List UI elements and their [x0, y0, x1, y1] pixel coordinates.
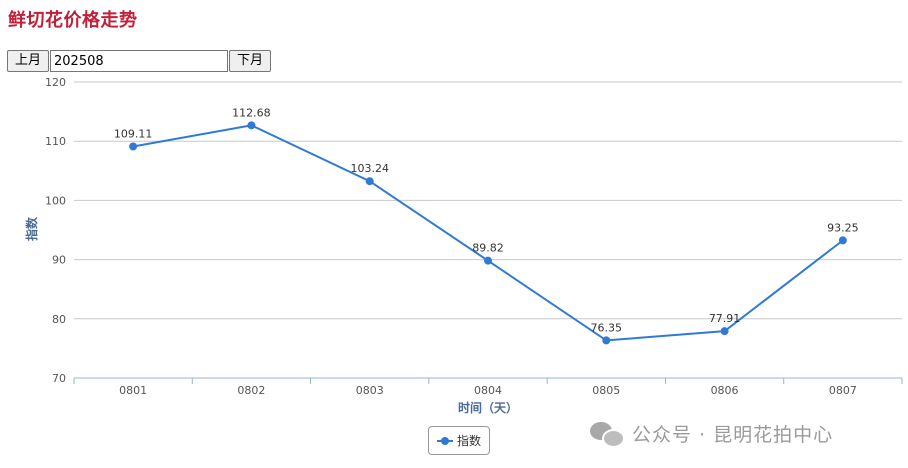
y-tick-label: 100	[45, 194, 66, 207]
legend-line-marker-icon	[436, 436, 453, 446]
data-label: 103.24	[350, 162, 389, 175]
x-axis-label: 时间（天）	[458, 400, 518, 415]
y-tick-label: 110	[45, 135, 66, 148]
x-tick-label: 0803	[356, 384, 384, 397]
data-point[interactable]	[247, 121, 256, 130]
y-tick-label: 70	[52, 372, 66, 385]
legend-item-index[interactable]: 指数	[428, 426, 490, 455]
data-label: 112.68	[232, 106, 271, 119]
month-navigator: 上月 下月	[7, 50, 272, 72]
data-label: 76.35	[591, 321, 623, 334]
y-axis-label: 指数	[24, 216, 39, 241]
watermark: 公众号 · 昆明花拍中心	[590, 418, 833, 448]
data-point[interactable]	[129, 142, 138, 151]
data-point[interactable]	[484, 256, 492, 265]
data-label: 77.91	[709, 312, 741, 325]
legend-label: 指数	[456, 434, 481, 448]
data-label: 89.82	[472, 242, 504, 255]
month-input[interactable]	[50, 50, 229, 72]
data-point[interactable]	[720, 327, 729, 336]
data-point[interactable]	[838, 236, 847, 245]
x-tick-label: 0802	[237, 384, 265, 397]
y-tick-label: 120	[45, 76, 66, 89]
page-title: 鲜切花价格走势	[8, 10, 138, 31]
x-tick-label: 0807	[829, 384, 857, 397]
prev-month-button[interactable]: 上月	[7, 50, 50, 72]
data-point[interactable]	[602, 336, 611, 345]
y-tick-label: 80	[52, 313, 66, 326]
wechat-icon	[590, 420, 625, 448]
x-tick-label: 0801	[119, 384, 147, 397]
x-tick-label: 0806	[711, 384, 739, 397]
series-line	[132, 124, 844, 342]
watermark-text: 公众号 · 昆明花拍中心	[632, 423, 834, 446]
y-tick-label: 90	[52, 254, 66, 267]
x-tick-label: 0805	[592, 384, 620, 397]
data-label: 93.25	[827, 221, 859, 234]
x-tick-label: 0804	[474, 384, 502, 397]
data-label: 109.11	[114, 127, 153, 140]
data-point[interactable]	[365, 177, 374, 186]
next-month-button[interactable]: 下月	[229, 50, 272, 72]
